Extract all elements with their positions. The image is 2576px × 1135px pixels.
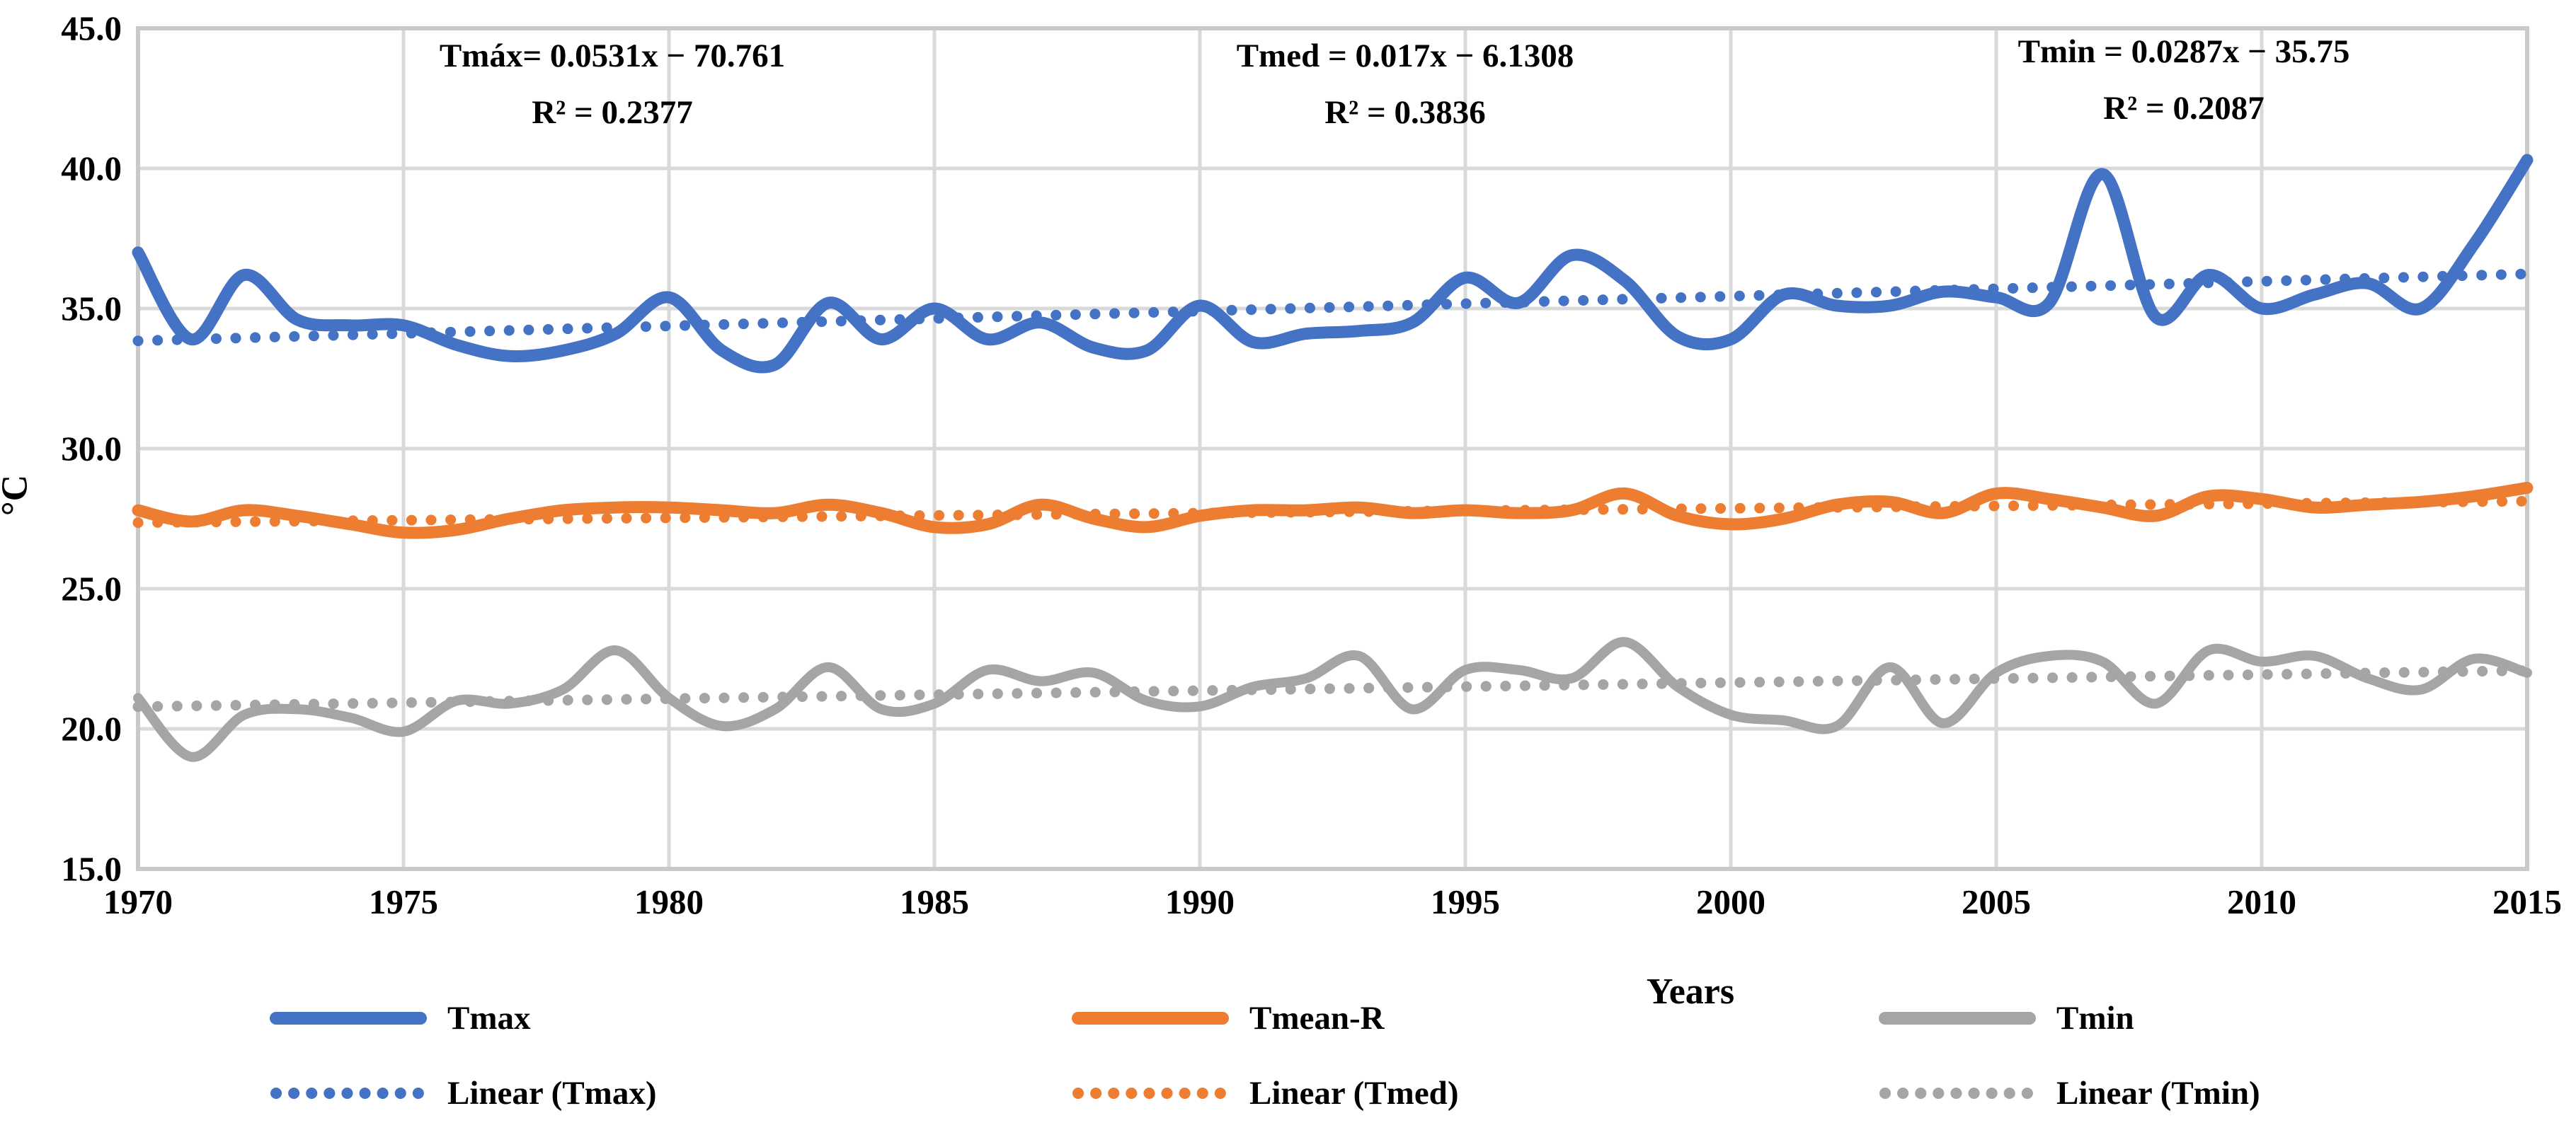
x-tick-label: 2015 xyxy=(2492,882,2562,921)
y-tick-label: 45.0 xyxy=(61,8,122,48)
x-axis-title: Years xyxy=(1646,972,1735,1012)
legend-dotted-sample-Linear (Tmed) xyxy=(1072,1088,1228,1099)
legend-line-sample-Tmin xyxy=(1879,1012,2036,1025)
y-tick-label: 30.0 xyxy=(61,429,122,468)
legend-line-sample-Tmean-R xyxy=(1072,1012,1229,1025)
trend-line-Linear (Tmin) xyxy=(132,665,2533,713)
equation-tmed: Tmed = 0.017x − 6.1308 R² = 0.3836 xyxy=(1237,28,1574,142)
legend-item-Tmax: Tmax xyxy=(269,999,531,1037)
x-tick-label: 1975 xyxy=(369,882,438,921)
legend-line-sample-Tmax xyxy=(270,1012,427,1025)
equation-tmed-line1: Tmed = 0.017x − 6.1308 xyxy=(1236,38,1574,74)
legend-item-Tmin: Tmin xyxy=(1878,999,2134,1037)
y-tick-label: 15.0 xyxy=(61,849,122,889)
series-line-Tmax xyxy=(132,154,2534,374)
y-tick-label: 40.0 xyxy=(61,149,122,188)
series-line-Tmin xyxy=(133,637,2532,762)
x-tick-label: 2005 xyxy=(1962,882,2031,921)
legend-label: Tmax xyxy=(447,1000,531,1037)
y-axis-title: °C xyxy=(0,474,35,517)
legend-dotted-sample-Linear (Tmin) xyxy=(1879,1088,2035,1099)
legend-label: Linear (Tmin) xyxy=(2056,1075,2260,1112)
legend-item-Linear (Tmax): Linear (Tmax) xyxy=(269,1074,656,1112)
legend-label: Tmin xyxy=(2056,1000,2134,1037)
legend-item-Linear (Tmin): Linear (Tmin) xyxy=(1878,1074,2260,1112)
x-tick-label: 1995 xyxy=(1431,882,1500,921)
legend-label: Tmean-R xyxy=(1249,1000,1385,1037)
x-tick-label: 2010 xyxy=(2227,882,2296,921)
x-tick-label: 1980 xyxy=(634,882,704,921)
equation-tmed-r2: R² = 0.3836 xyxy=(1324,93,1486,131)
legend-label: Linear (Tmax) xyxy=(447,1075,657,1112)
x-tick-label: 1985 xyxy=(900,882,969,921)
trend-line-Linear (Tmed) xyxy=(132,495,2533,529)
legend-item-Linear (Tmed): Linear (Tmed) xyxy=(1071,1074,1458,1112)
x-tick-label: 1990 xyxy=(1165,882,1235,921)
y-tick-label: 35.0 xyxy=(61,289,122,328)
equation-tmax: Tmáx= 0.0531x − 70.761 R² = 0.2377 xyxy=(440,28,785,142)
equation-tmax-r2: R² = 0.2377 xyxy=(532,93,693,131)
equation-tmax-line1: Tmáx= 0.0531x − 70.761 xyxy=(439,38,786,74)
equation-tmin-line1: Tmin = 0.0287x − 35.75 xyxy=(2017,33,2350,70)
legend-item-Tmean-R: Tmean-R xyxy=(1071,999,1385,1037)
equation-tmin-r2: R² = 0.2087 xyxy=(2103,89,2265,127)
y-tick-label: 20.0 xyxy=(61,709,122,749)
series-line-Tmean-R xyxy=(132,481,2534,539)
plot-border xyxy=(136,26,2529,871)
equation-tmin: Tmin = 0.0287x − 35.75 R² = 0.2087 xyxy=(2018,24,2350,137)
trend-line-Linear (Tmax) xyxy=(132,268,2533,347)
x-tick-label: 1970 xyxy=(103,882,173,921)
x-tick-label: 2000 xyxy=(1696,882,1765,921)
legend-dotted-sample-Linear (Tmax) xyxy=(270,1088,426,1099)
y-tick-label: 25.0 xyxy=(61,569,122,609)
legend-label: Linear (Tmed) xyxy=(1249,1075,1459,1112)
